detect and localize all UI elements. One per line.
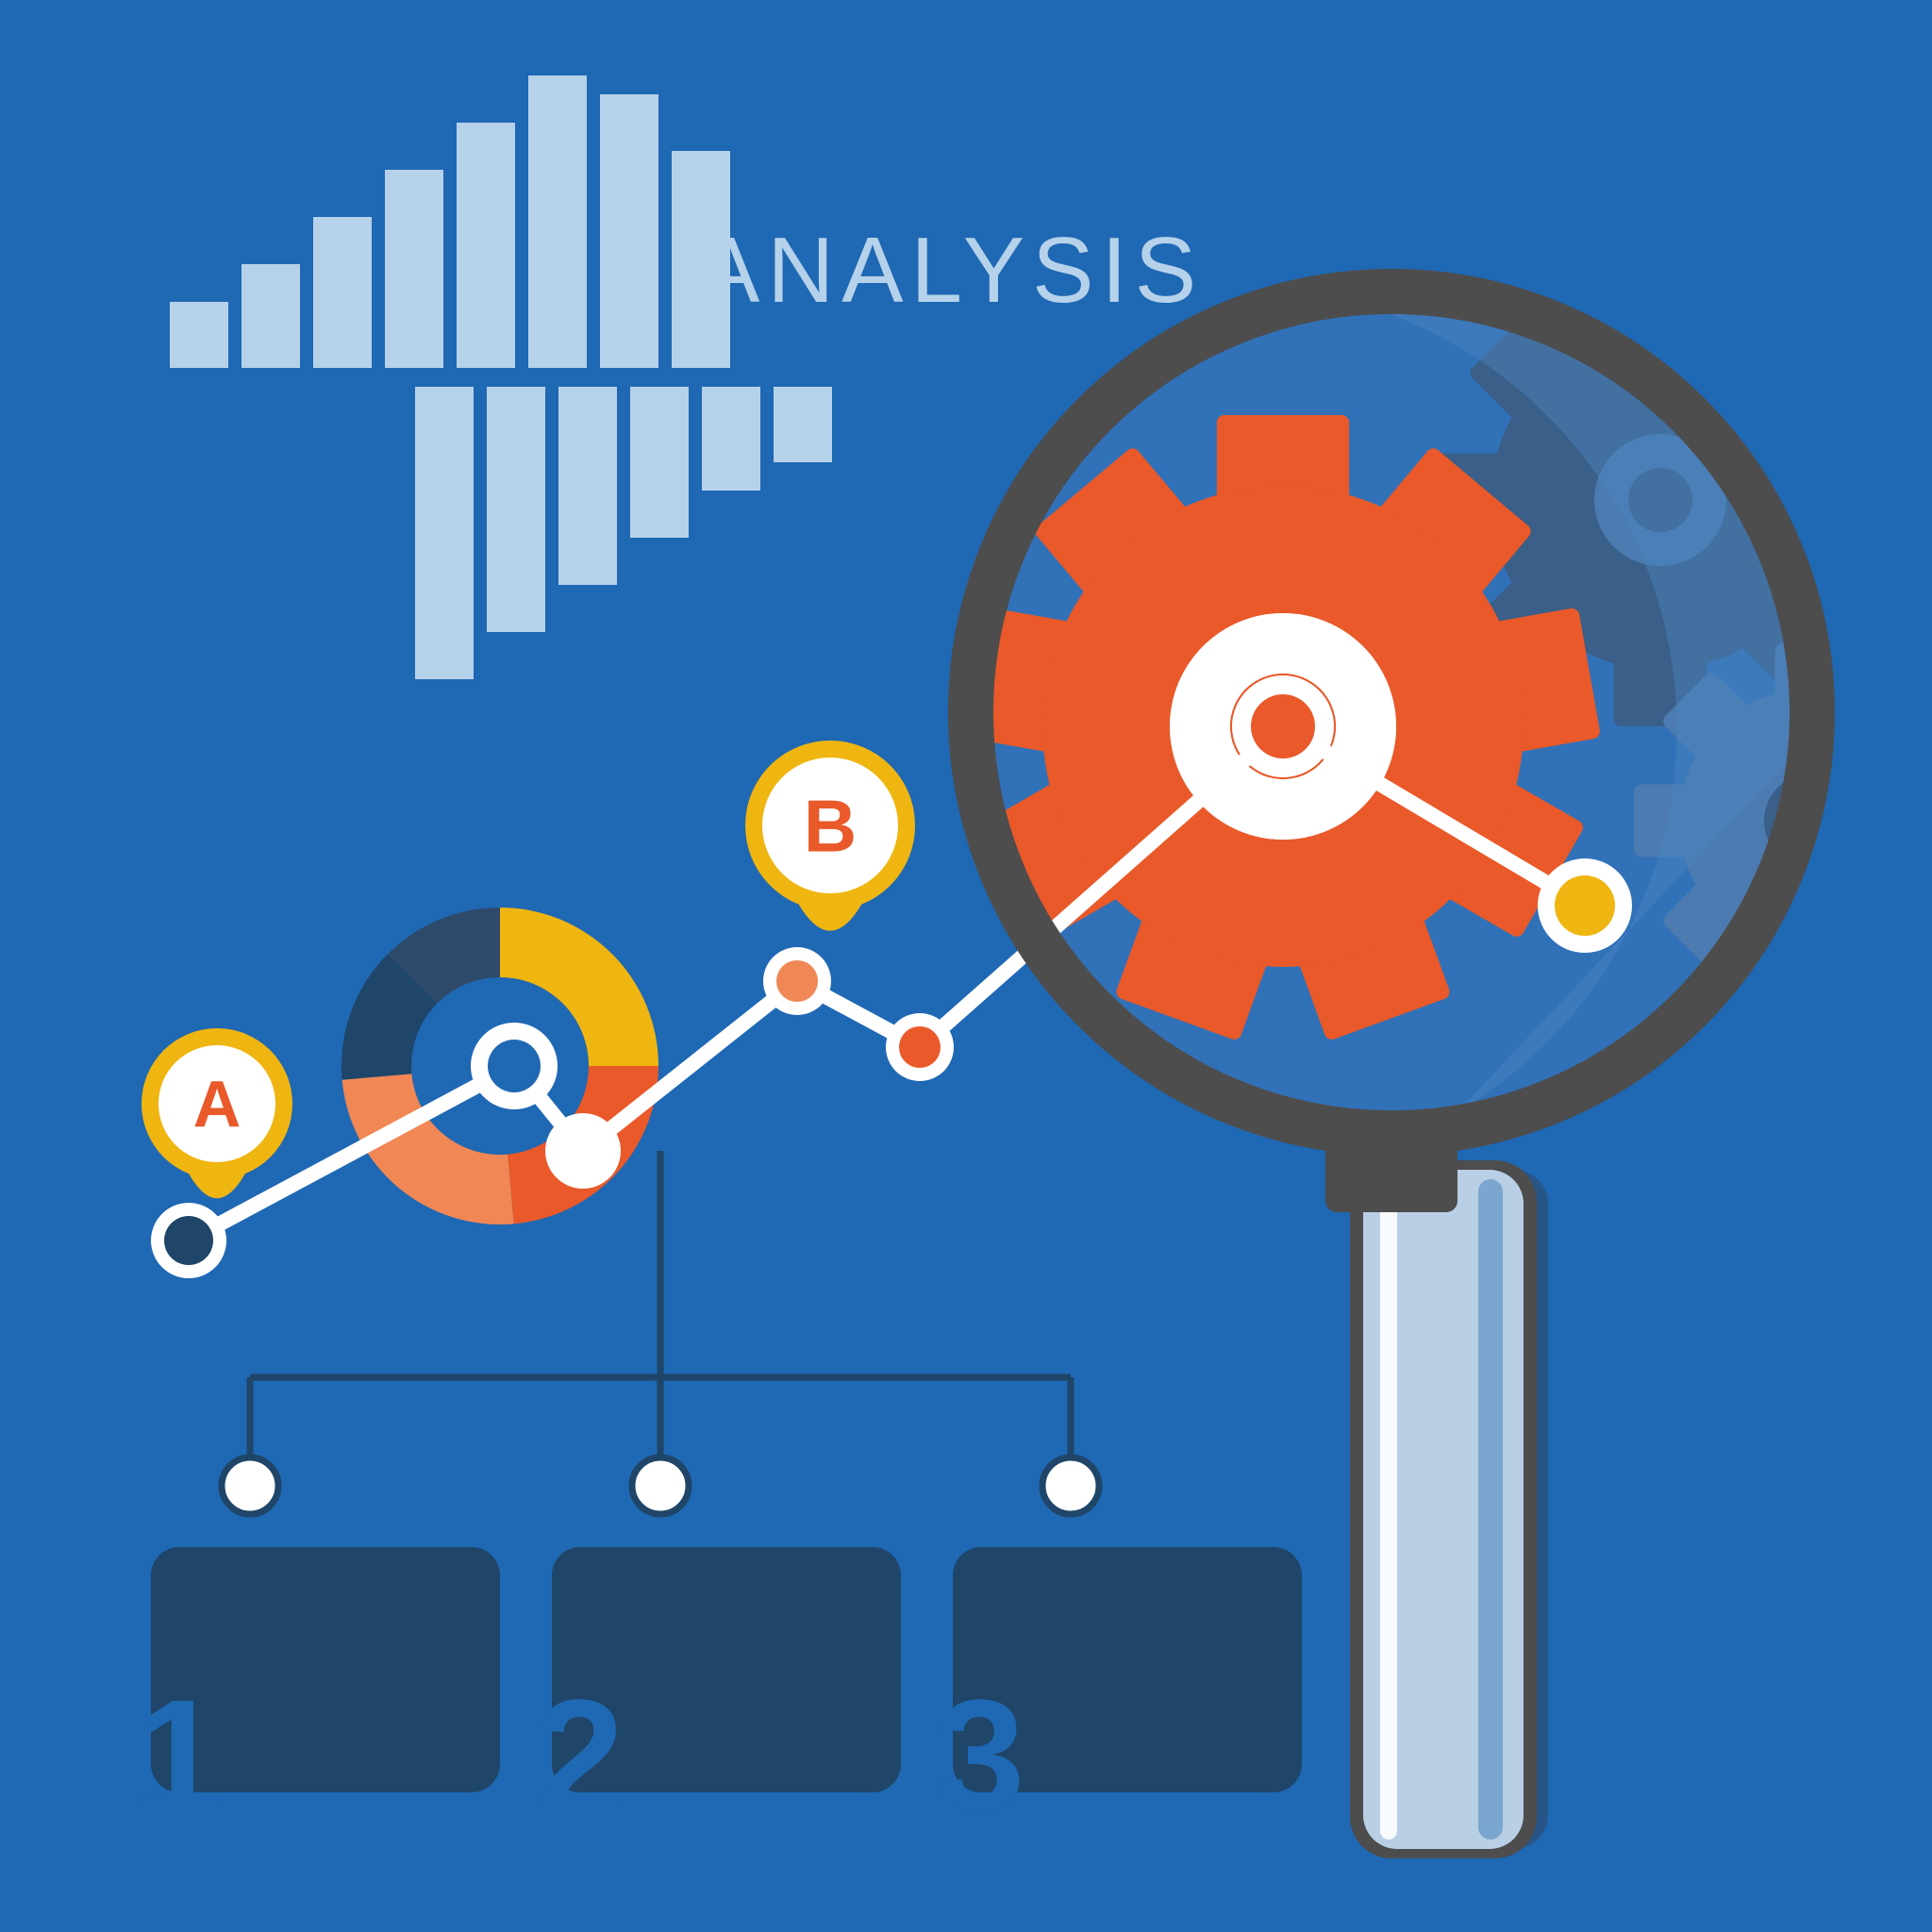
step-card-number-3: 3 xyxy=(936,1667,1025,1846)
step-card-number-1: 1 xyxy=(134,1667,224,1846)
page-title: ANALYSIS xyxy=(698,218,1204,322)
step-card-number-2: 2 xyxy=(535,1667,625,1846)
analysis-infographic: ANALYSIS 1 2 3 A B xyxy=(0,0,1932,1932)
magnifier-handle xyxy=(1325,1127,1548,1858)
pin-a-label: A xyxy=(193,1068,242,1141)
pin-b-label: B xyxy=(804,784,857,867)
